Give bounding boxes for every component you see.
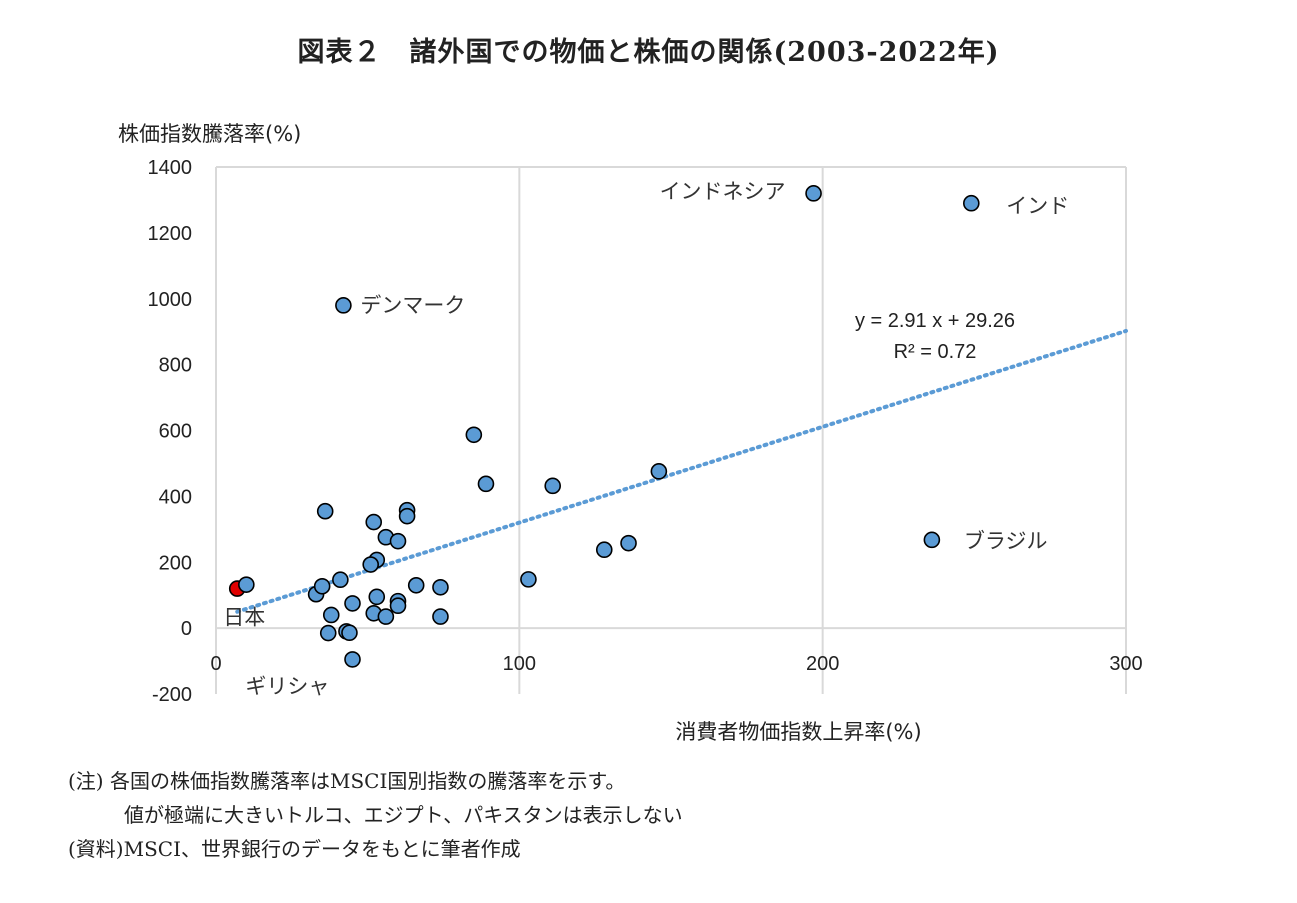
data-point <box>477 475 495 493</box>
data-point <box>335 297 352 314</box>
note-line-2: 値が極端に大きいトルコ、エジプト、パキスタンは表示しない <box>124 803 683 827</box>
data-point <box>544 477 562 495</box>
x-axis-label: 消費者物価指数上昇率(%) <box>675 720 922 744</box>
data-point <box>332 571 349 589</box>
data-point <box>365 513 383 531</box>
trend-equation: y = 2.91 x + 29.26 <box>855 310 1015 332</box>
data-point <box>407 577 425 594</box>
point-label: インドネシア <box>660 179 786 203</box>
x-tick-label: 100 <box>503 653 536 675</box>
data-point <box>322 606 340 624</box>
trendline-layer <box>235 328 1128 614</box>
grid-layer <box>215 166 1127 694</box>
data-point <box>465 426 483 444</box>
data-point <box>432 608 449 625</box>
notes: (注) 各国の株価指数騰落率はMSCI国別指数の騰落率を示す。 値が極端に大きい… <box>68 764 683 866</box>
data-point <box>316 502 334 520</box>
point-label: デンマーク <box>360 293 465 317</box>
data-point <box>432 578 449 596</box>
data-point <box>344 595 361 612</box>
data-point <box>368 588 386 606</box>
point-label: 日本 <box>223 606 265 630</box>
y-tick-label: 1400 <box>148 157 193 179</box>
data-point <box>389 532 407 550</box>
y-axis-label: 株価指数騰落率(%) <box>118 122 302 146</box>
y-tick-label: 1000 <box>148 289 193 311</box>
y-tick-label: 800 <box>159 355 192 377</box>
data-point <box>389 597 407 615</box>
y-tick-label: 200 <box>159 552 192 574</box>
y-tick-label: 400 <box>159 486 192 508</box>
chart-title: 図表２ 諸外国での物価と株価の関係(2003-2022年) <box>297 37 1000 68</box>
data-point <box>319 624 337 642</box>
source-line: (資料)MSCI、世界銀行のデータをもとに筆者作成 <box>68 837 521 861</box>
trendline <box>235 328 1128 614</box>
data-point <box>650 463 668 480</box>
data-point <box>595 541 613 559</box>
x-tick-label: 300 <box>1109 653 1142 675</box>
data-point <box>620 534 637 552</box>
y-tick-label: 1200 <box>148 223 193 245</box>
data-point <box>313 577 331 595</box>
data-point <box>377 608 395 625</box>
data-point <box>341 624 358 642</box>
point-label: インド <box>1006 194 1069 218</box>
x-tick-label: 200 <box>806 653 839 675</box>
point-label: ブラジル <box>964 529 1048 553</box>
note-line-1: (注) 各国の株価指数騰落率はMSCI国別指数の騰落率を示す。 <box>68 769 626 793</box>
data-point <box>398 507 416 525</box>
data-point <box>805 185 822 202</box>
data-point <box>923 531 941 549</box>
y-tick-label: 0 <box>181 618 192 640</box>
x-tick-label: 0 <box>210 653 221 675</box>
data-point <box>362 556 380 573</box>
axis-layer: 0 100 200 300 -200 0 200 400 600 800 1000 1200 1400 <box>148 157 1143 706</box>
data-point <box>520 571 537 588</box>
data-point <box>344 651 361 668</box>
point-label: ギリシャ <box>245 674 329 698</box>
data-point <box>238 576 255 593</box>
y-tick-label: 600 <box>159 421 192 443</box>
points-layer <box>228 185 980 668</box>
data-point <box>962 194 980 212</box>
y-tick-label: -200 <box>152 684 192 706</box>
trend-r2: R² = 0.72 <box>894 341 977 363</box>
